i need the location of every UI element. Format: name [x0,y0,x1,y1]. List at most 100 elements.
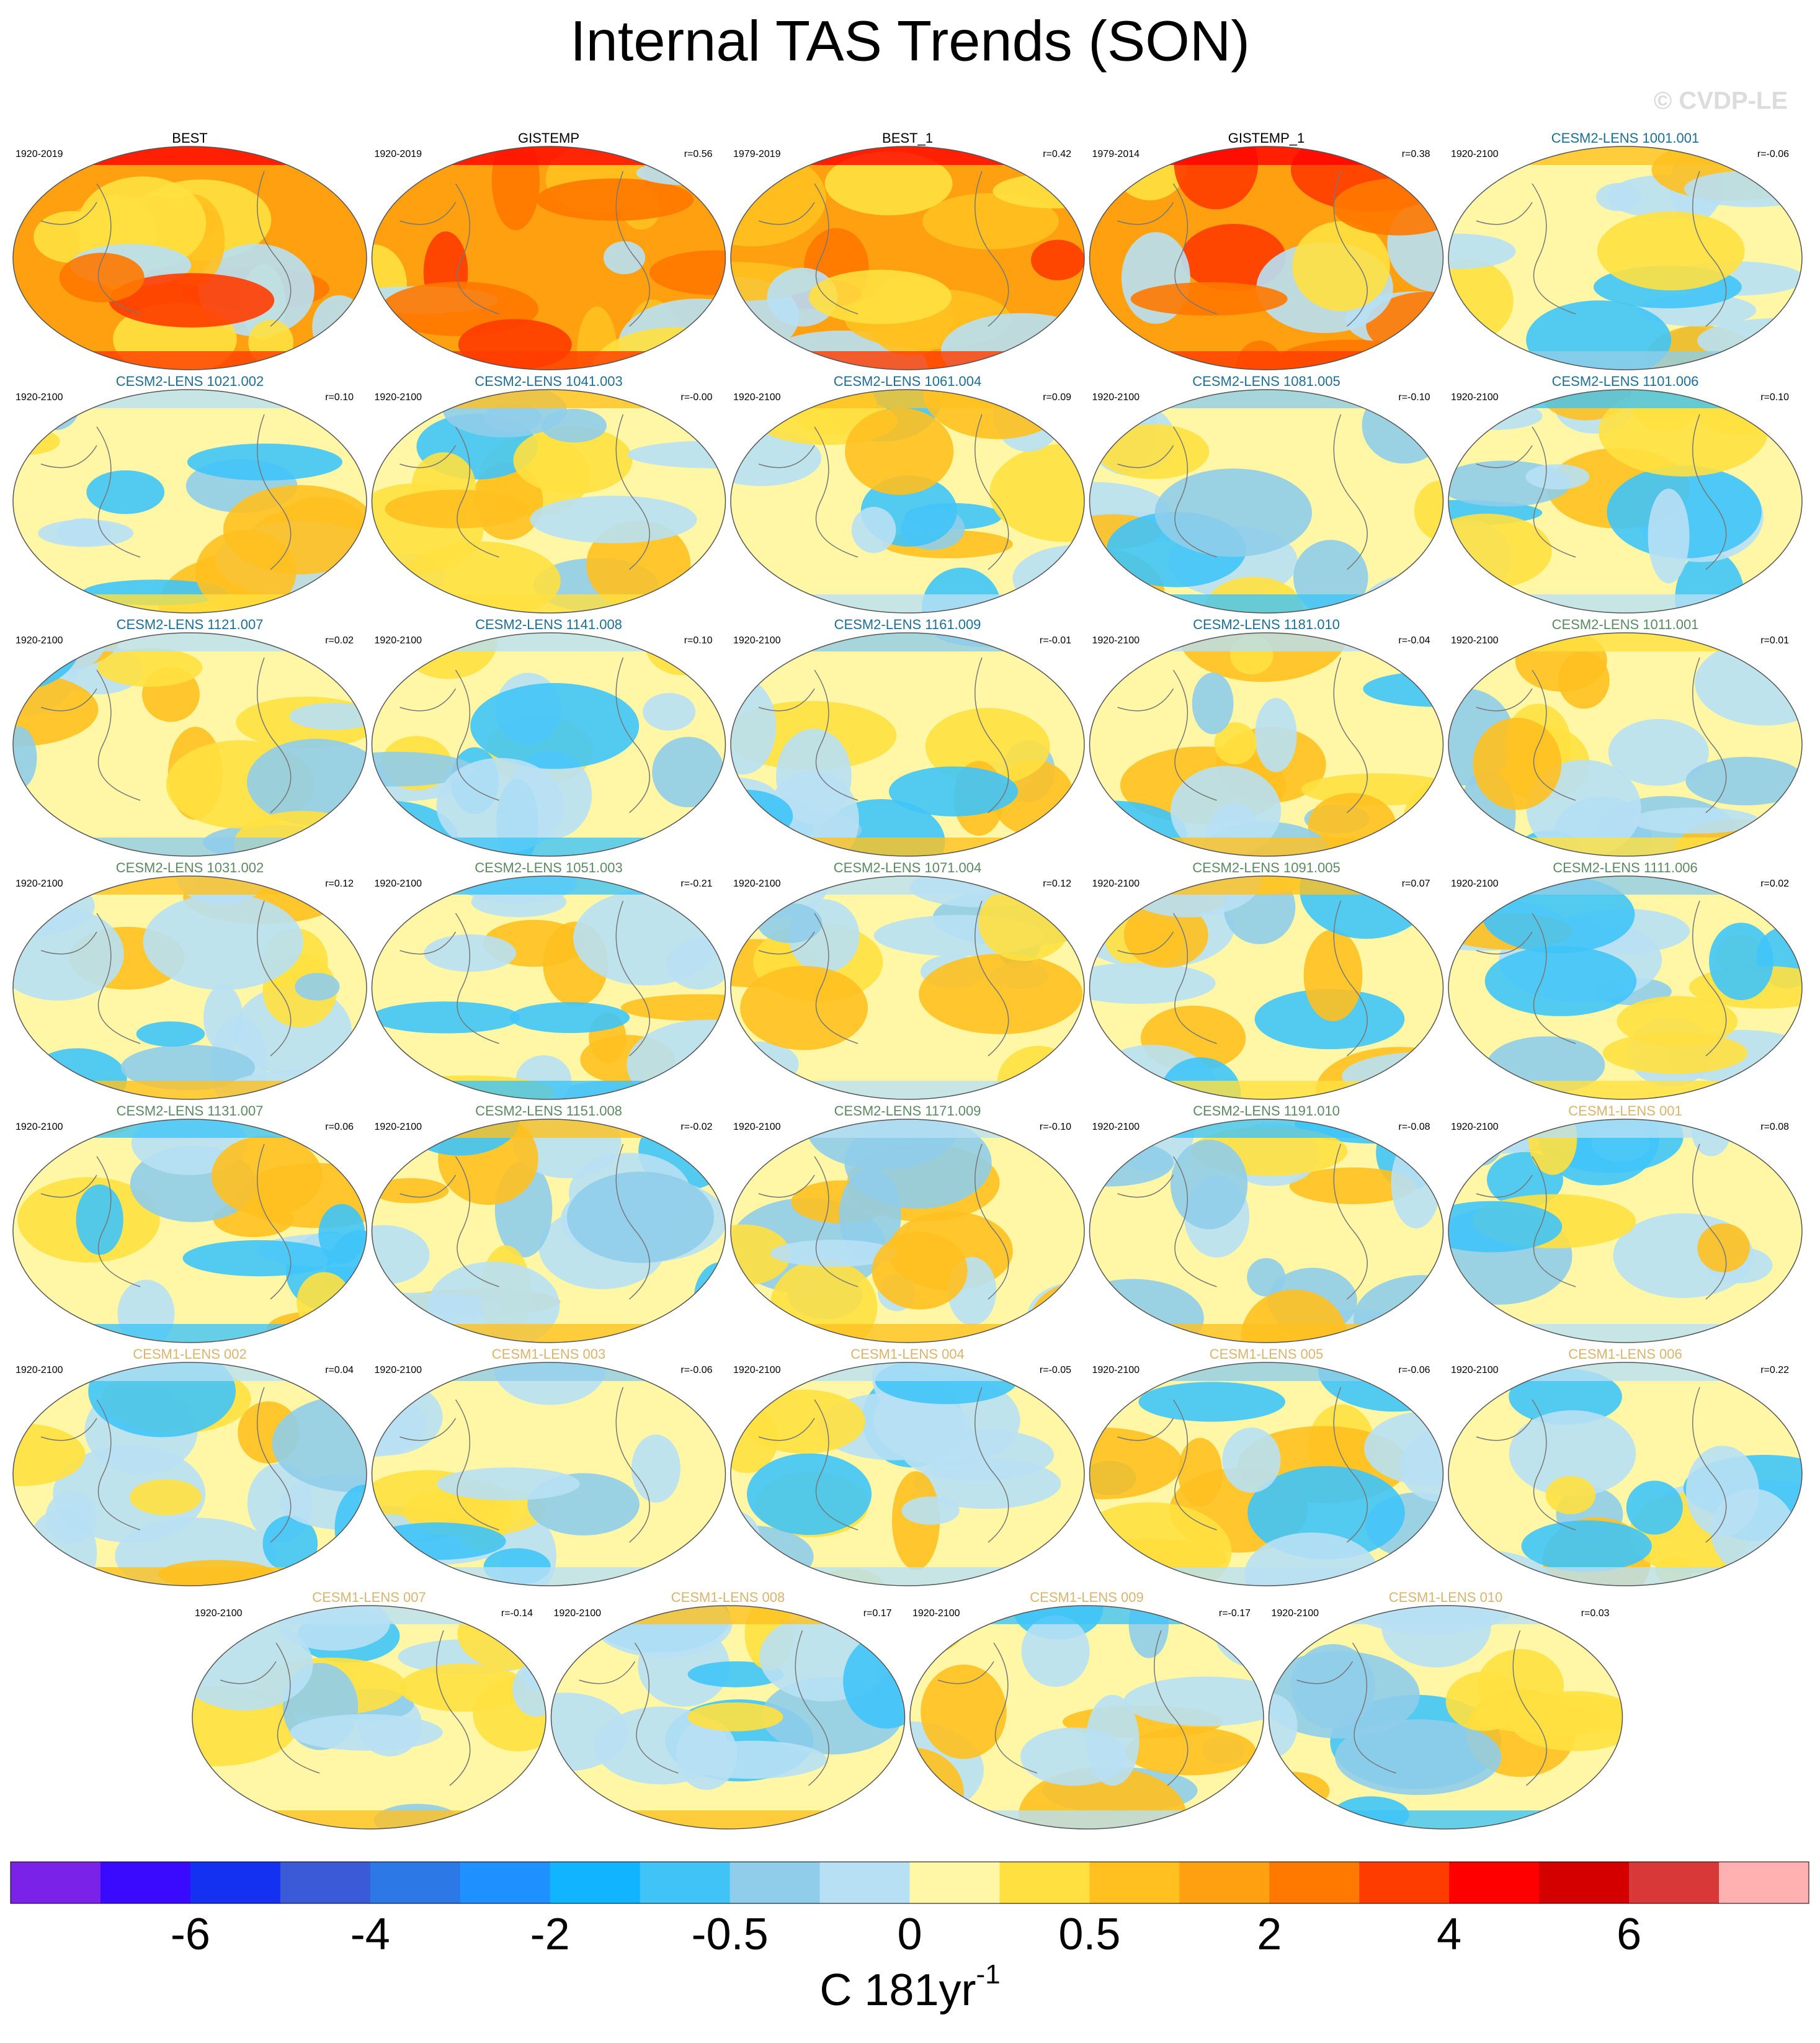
map-blob [1448,513,1552,589]
panel-period: 1920-2100 [1451,149,1499,159]
polar-band [1448,876,1802,895]
panel-r: r=-0.02 [680,1122,712,1132]
map-blob [573,890,720,986]
panel-r: r=0.04 [325,1365,354,1375]
colorbar-label: 6 [1617,1910,1641,1959]
polar-band [1089,838,1443,856]
panel-period: 1920-2100 [375,1122,422,1132]
map-blob [731,1224,791,1286]
polar-band [1089,390,1443,408]
panel-title: CESM2-LENS 1191.010 [1193,1103,1340,1119]
map-blob [318,1204,365,1264]
map-blob [731,1525,814,1586]
colorbar-box [190,1862,281,1903]
map-blob [1027,1282,1084,1343]
panel-title: CESM1-LENS 010 [1389,1589,1502,1605]
map-blob [1170,1140,1248,1230]
polar-band [372,838,726,856]
map-blob [295,973,340,1001]
map-blob [1254,697,1297,772]
colorbar-box [729,1862,821,1903]
polar-band [372,1362,726,1381]
map-blob [86,470,165,514]
map-blob [843,1634,905,1729]
colorbar-box [460,1862,551,1903]
map-panel: CESM1-LENS 002 1920-2100 r=0.04 [12,1346,367,1586]
map-blob [1697,1223,1750,1272]
map-blob [372,1225,430,1285]
polar-band [13,876,367,895]
panel-title: CESM1-LENS 006 [1568,1346,1682,1362]
map-blob [978,883,1072,961]
map-blob [38,519,134,547]
coastline [1476,657,1727,813]
panel-r: r=0.56 [684,149,713,159]
panel-title: CESM2-LENS 1121.007 [117,617,264,632]
polar-band [551,1606,905,1624]
map-blob [925,708,1050,785]
polar-band [731,1567,1084,1586]
coastline [1117,1143,1368,1300]
panel-r: r=-0.10 [1398,392,1430,403]
map-blob [1089,1428,1183,1500]
polar-band [1089,351,1443,370]
map-field [13,633,367,856]
coastline [399,1143,650,1300]
map-blob [1445,1671,1522,1732]
map-blob [512,1661,546,1717]
map-blob [182,1240,336,1277]
polar-band [731,1119,1084,1138]
map-blob [1170,766,1282,856]
coastline [1476,900,1727,1057]
panel-period: 1920-2100 [375,1365,422,1375]
polar-band [1448,633,1802,651]
polar-band [1089,1362,1443,1381]
panel-period: 1920-2100 [16,1365,63,1375]
map-blob [731,789,793,843]
coastline [399,414,650,570]
polar-band [13,390,367,408]
map-blob [399,1663,527,1712]
panel-period: 1979-2014 [1092,149,1140,159]
map-blob [1290,1643,1375,1729]
map-panel: CESM1-LENS 004 1920-2100 r=-0.05 [730,1346,1085,1586]
map-outline [730,1119,1085,1343]
colorbar-unit: C 181yr-1 [819,1959,1000,2015]
map-blob [1399,1429,1443,1502]
panel-title: GISTEMP [518,130,579,146]
map-outline [1089,146,1444,370]
map-blob [1484,946,1637,1016]
map-blob [1154,468,1313,557]
coastline [758,900,1009,1057]
colorbar-label: 0.5 [1058,1910,1120,1959]
map-blob [290,1714,443,1751]
colorbar-box [280,1862,371,1903]
map-panel: CESM2-LENS 1151.008 1920-2100 r=-0.02 [371,1103,726,1343]
panel-r: r=0.02 [325,635,354,646]
map-outline [1089,875,1444,1100]
map-panel: CESM2-LENS 1071.004 1920-2100 r=0.12 [730,860,1085,1100]
panel-title: CESM2-LENS 1011.001 [1552,617,1699,632]
coastline [40,657,292,813]
panel-title: BEST [172,130,207,146]
map-blob [1403,783,1443,856]
polar-band [13,633,367,651]
map-outline [1268,1605,1623,1830]
map-blob [491,146,540,231]
map-panel: CESM2-LENS 1031.002 1920-2100 r=0.12 [12,860,367,1100]
map-blob [32,390,81,431]
panel-r: r=-0.17 [1219,1608,1251,1619]
panel-title: CESM2-LENS 1041.003 [475,373,622,389]
map-blob [272,1395,367,1492]
map-blob [1125,1727,1256,1776]
colorbar-box [1629,1862,1720,1903]
map-blob [1138,1382,1286,1422]
map-blob [267,1311,360,1343]
panel-r: r=0.17 [863,1608,892,1619]
panel-period: 1920-2100 [375,878,422,889]
panel-r: r=0.10 [325,392,354,403]
map-blob [1097,424,1210,480]
colorbar-label: 2 [1257,1910,1282,1959]
map-blob [1021,1615,1090,1687]
panel-title: CESM1-LENS 005 [1210,1346,1323,1362]
